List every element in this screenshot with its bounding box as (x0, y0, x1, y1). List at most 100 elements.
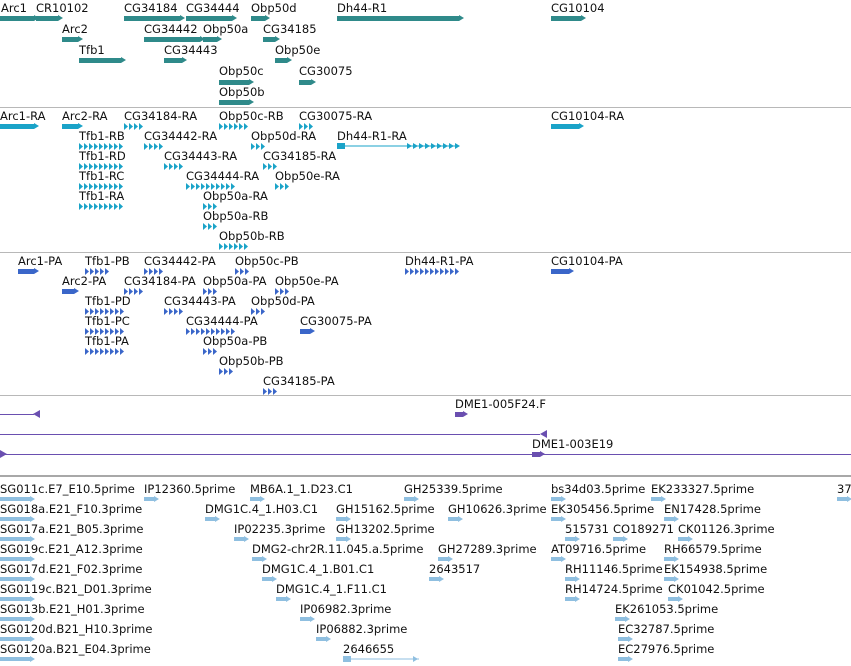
feature-label: bs34d03.5prime (551, 482, 646, 496)
feature-glyph (275, 288, 289, 295)
strand-arrow-icon (561, 556, 566, 562)
chevron-right-icon (84, 183, 88, 190)
feature-label: 515731 (565, 522, 609, 536)
feature-glyph (251, 16, 265, 21)
feature-glyph (62, 289, 74, 294)
chevron-right-icon (219, 368, 223, 375)
chevron-right-icon (196, 328, 200, 335)
chevron-right-icon (89, 183, 93, 190)
chevron-right-icon (203, 288, 207, 295)
chevron-right-icon (119, 143, 123, 150)
chevron-right-icon (268, 163, 272, 170)
chevron-right-icon (413, 656, 418, 662)
chevron-right-icon (90, 268, 94, 275)
feature-glyph (85, 268, 109, 275)
chevron-right-icon (79, 143, 83, 150)
chevron-right-icon (159, 143, 163, 150)
clone-connector-line (0, 434, 540, 435)
chevron-right-icon (455, 268, 459, 275)
feature-label: Obp50a (203, 22, 249, 36)
feature-label: CG10104 (551, 1, 605, 15)
feature-glyph (404, 497, 414, 501)
chevron-right-icon (239, 243, 243, 250)
feature-label: Tfb1-RA (79, 189, 125, 203)
feature-glyph (164, 308, 183, 315)
strand-arrow-icon (121, 57, 126, 63)
strand-arrow-icon (579, 123, 584, 129)
chevron-right-icon (104, 163, 108, 170)
feature-label: SG0120a.B21_E04.3prime (0, 642, 151, 656)
chevron-right-icon (280, 183, 284, 190)
chevron-right-icon (261, 143, 265, 150)
chevron-right-icon (213, 348, 217, 355)
chevron-right-icon (216, 183, 220, 190)
feature-label: EK305456.5prime (551, 502, 655, 516)
chevron-right-icon (120, 308, 124, 315)
chevron-right-icon (221, 328, 225, 335)
chevron-right-icon (435, 268, 439, 275)
feature-glyph (164, 58, 182, 63)
chevron-right-icon (415, 268, 419, 275)
chevron-right-icon (94, 183, 98, 190)
feature-glyph (337, 16, 459, 21)
feature-glyph (343, 656, 419, 662)
chevron-right-icon (89, 143, 93, 150)
chevron-right-icon (280, 288, 284, 295)
feature-label: Tfb1-PC (85, 314, 130, 328)
strand-arrow-icon (30, 536, 35, 542)
chevron-right-icon (104, 183, 108, 190)
feature-glyph (18, 269, 34, 274)
feature-label: CG30075-PA (300, 314, 372, 328)
chevron-right-icon (285, 183, 289, 190)
feature-label: EC27976.5prime (618, 642, 715, 656)
chevron-right-icon (244, 243, 248, 250)
chevron-right-icon (268, 388, 272, 395)
feature-label: CG34185 (263, 22, 317, 36)
strand-arrow-icon (628, 636, 633, 642)
feature-glyph (0, 557, 30, 561)
feature-glyph (664, 557, 674, 561)
feature-glyph (551, 124, 579, 129)
feature-label: CK01126.3prime (678, 522, 775, 536)
strand-arrow-icon (275, 36, 280, 42)
feature-glyph (203, 203, 217, 210)
chevron-right-icon (211, 328, 215, 335)
strand-arrow-icon (674, 516, 679, 522)
feature-label: Obp50a-RA (203, 189, 268, 203)
feature-label: RH14724.5prime (565, 582, 663, 596)
feature-glyph (124, 123, 143, 130)
strand-arrow-icon (30, 656, 35, 662)
feature-label: SG019c.E21_A12.3prime (0, 542, 143, 556)
feature-glyph (219, 80, 249, 85)
feature-label: DMG1C.4_1.B01.C1 (262, 562, 375, 576)
chevron-right-icon (234, 243, 238, 250)
feature-label: 37 (837, 482, 851, 496)
feature-label: CG34185-RA (263, 149, 337, 163)
feature-label: Dh44-R1-RA (337, 129, 407, 143)
chevron-right-icon (105, 268, 109, 275)
feature-label: DME1-003E19 (532, 437, 614, 451)
feature-glyph (203, 37, 217, 42)
chevron-right-icon (104, 203, 108, 210)
chevron-right-icon (440, 268, 444, 275)
feature-glyph (0, 16, 34, 21)
strand-arrow-icon (30, 496, 35, 502)
chevron-right-icon (119, 203, 123, 210)
chevron-right-icon (110, 328, 114, 335)
strand-arrow-icon (182, 57, 187, 63)
chevron-right-icon (95, 348, 99, 355)
chevron-right-icon (240, 268, 244, 275)
chevron-right-icon (109, 203, 113, 210)
chevron-right-icon (119, 163, 123, 170)
feature-glyph (124, 288, 143, 295)
feature-glyph (235, 268, 249, 275)
chevron-right-icon (216, 328, 220, 335)
strand-arrow-icon (414, 496, 419, 502)
chevron-right-icon (149, 143, 153, 150)
strand-arrow-icon (30, 576, 35, 582)
chevron-right-icon (114, 183, 118, 190)
feature-label: EK154938.5prime (664, 562, 768, 576)
feature-glyph (615, 617, 625, 621)
feature-glyph (263, 37, 275, 42)
chevron-right-icon (231, 328, 235, 335)
